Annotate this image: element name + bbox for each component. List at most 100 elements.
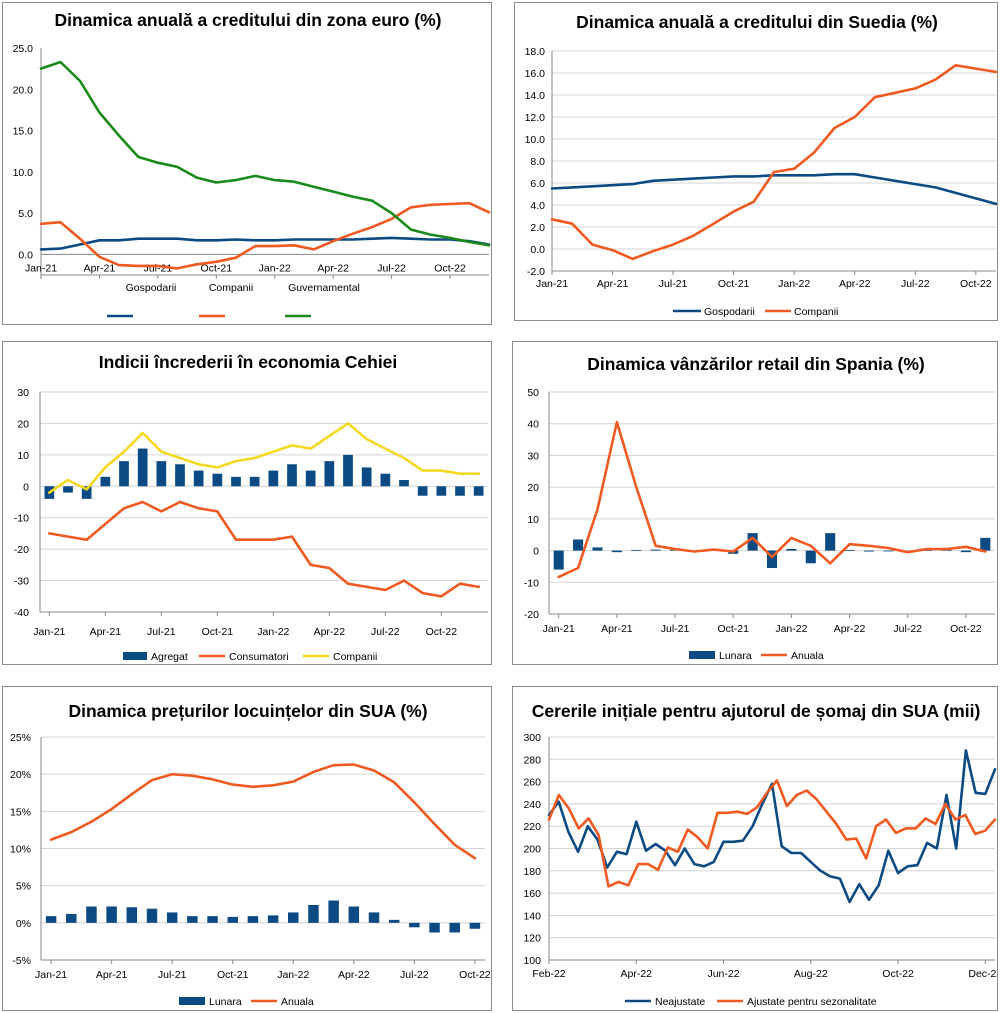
bar-agregat-7 — [175, 464, 185, 487]
x-tick-label: Oct-21 — [717, 623, 749, 635]
bar-lunara-22 — [980, 537, 991, 551]
series-line-gospodarii — [550, 172, 997, 206]
bar-lunara-14 — [328, 900, 339, 923]
x-tick-label: Apr-21 — [84, 262, 116, 274]
y-tick-label: 6.0 — [530, 178, 545, 190]
legend-label-lunara: Lunara — [719, 650, 752, 662]
bar-lunara-4 — [126, 907, 138, 923]
bar-lunara-11 — [766, 550, 778, 569]
x-tick-label: Oct-22 — [882, 968, 914, 980]
bar-lunara-16 — [368, 912, 380, 923]
bar-lunara-15 — [844, 549, 855, 551]
y-tick-label: 100 — [523, 955, 541, 967]
bar-agregat-12 — [268, 470, 279, 487]
bar-lunara-6 — [166, 912, 178, 923]
y-tick-label: 20 — [17, 418, 29, 430]
y-tick-label: 40 — [527, 419, 539, 431]
series-line-companii — [550, 63, 997, 261]
legend-swatch-lunara — [179, 997, 205, 1005]
x-tick-label: Jan-21 — [33, 626, 65, 638]
x-tick-label: Apr-21 — [90, 626, 122, 638]
x-tick-label: Jul-21 — [661, 623, 690, 635]
bar-agregat-6 — [156, 461, 167, 487]
series-line-gospodarii — [39, 236, 491, 251]
y-tick-label: -20 — [14, 544, 29, 556]
bar-lunara-12 — [288, 912, 299, 923]
y-tick-label: 20% — [10, 769, 31, 781]
bar-agregat-14 — [305, 470, 316, 487]
bar-lunara-13 — [308, 904, 319, 923]
bar-lunara-0 — [45, 916, 57, 923]
x-tick-label: Oct-21 — [217, 969, 249, 981]
x-tick-label: Jun-22 — [707, 968, 739, 980]
chart-panel-us-house-prices: Dinamica prețurilor locuințelor din SUA … — [2, 686, 492, 1011]
y-tick-label: 10 — [527, 514, 539, 526]
y-tick-label: -5% — [12, 955, 31, 967]
chart-title: Dinamica anuală a creditului din Suedia … — [576, 12, 938, 32]
legend: Lunara Anuala — [179, 996, 314, 1008]
y-tick-label: 160 — [523, 888, 541, 900]
legend-label-anuala: Anuala — [281, 996, 314, 1008]
x-tick-label: Jan-22 — [277, 969, 309, 981]
x-tick-label: Apr-22 — [621, 968, 653, 980]
series-line-neajustate — [547, 749, 997, 904]
x-tick-label: Jul-21 — [659, 278, 688, 290]
y-tick-label: 2.0 — [530, 222, 545, 234]
chart-us-jobless-claims: Cererile inițiale pentru ajutorul de șom… — [523, 701, 998, 1008]
x-tick-label: Jul-22 — [901, 278, 930, 290]
bar-lunara-0 — [553, 550, 564, 570]
y-tick-label: 10% — [10, 844, 31, 856]
x-tick-label: Jan-22 — [778, 278, 810, 290]
bar-agregat-9 — [212, 473, 223, 487]
bar-lunara-8 — [207, 916, 218, 923]
x-tick-label: Apr-22 — [317, 262, 349, 274]
y-tick-label: 15.0 — [13, 126, 34, 138]
bar-agregat-20 — [417, 486, 428, 496]
chart-title: Cererile inițiale pentru ajutorul de șom… — [532, 701, 981, 721]
legend-label-companii: Companii — [333, 651, 377, 663]
chart-spain-retail: Dinamica vânzărilor retail din Spania (%… — [524, 354, 995, 662]
chart-panel-spain-retail: Dinamica vânzărilor retail din Spania (%… — [512, 341, 998, 665]
legend: Agregat Consumatori Companii — [123, 651, 377, 663]
bar-agregat-23 — [473, 486, 484, 496]
x-tick-label: Jul-21 — [158, 969, 187, 981]
bar-lunara-19 — [922, 549, 933, 551]
bar-agregat-18 — [380, 473, 391, 487]
x-tick-label: Oct-22 — [434, 262, 466, 274]
bar-lunara-15 — [348, 906, 360, 923]
bar-lunara-14 — [825, 533, 836, 551]
bar-agregat-16 — [343, 454, 353, 487]
x-tick-label: Dec-22 — [968, 968, 998, 980]
y-tick-label: -2.0 — [527, 266, 545, 278]
legend-swatch-lunara — [689, 651, 715, 659]
chart-czech-confidence: Indicii încrederii în economia Cehiei -4… — [14, 352, 488, 663]
bar-agregat-2 — [81, 486, 92, 499]
x-tick-label: Jul-21 — [147, 626, 176, 638]
y-tick-label: -10 — [524, 577, 539, 589]
chart-credit-sweden: Dinamica anuală a creditului din Suedia … — [525, 12, 997, 318]
legend-label-companii: Companii — [209, 282, 253, 294]
x-tick-label: Oct-22 — [950, 623, 982, 635]
x-tick-label: Oct-21 — [718, 278, 750, 290]
y-tick-label: 4.0 — [530, 200, 545, 212]
series-line-anuala — [49, 763, 477, 860]
x-tick-label: Oct-21 — [202, 626, 234, 638]
y-tick-label: 15% — [10, 806, 31, 818]
x-tick-label: Jan-22 — [775, 623, 807, 635]
legend-label-gospodarii: Gospodarii — [704, 306, 755, 318]
series-line-ajustate-pentru-sezonalitate — [547, 779, 997, 888]
x-tick-label: Oct-21 — [201, 262, 233, 274]
series-line-companii — [39, 201, 491, 270]
y-tick-label: 20.0 — [13, 84, 34, 96]
legend: Lunara Anuala — [689, 650, 824, 662]
bar-lunara-19 — [429, 922, 440, 933]
y-tick-label: 25% — [10, 732, 31, 744]
bar-lunara-17 — [388, 919, 400, 923]
series-line-anuala — [557, 420, 987, 579]
y-tick-label: 12.0 — [525, 112, 546, 124]
chart-title: Dinamica prețurilor locuințelor din SUA … — [68, 701, 427, 721]
bar-lunara-3 — [611, 550, 622, 553]
bar-lunara-13 — [805, 550, 816, 564]
bar-agregat-17 — [361, 467, 372, 487]
bar-lunara-2 — [86, 906, 97, 923]
